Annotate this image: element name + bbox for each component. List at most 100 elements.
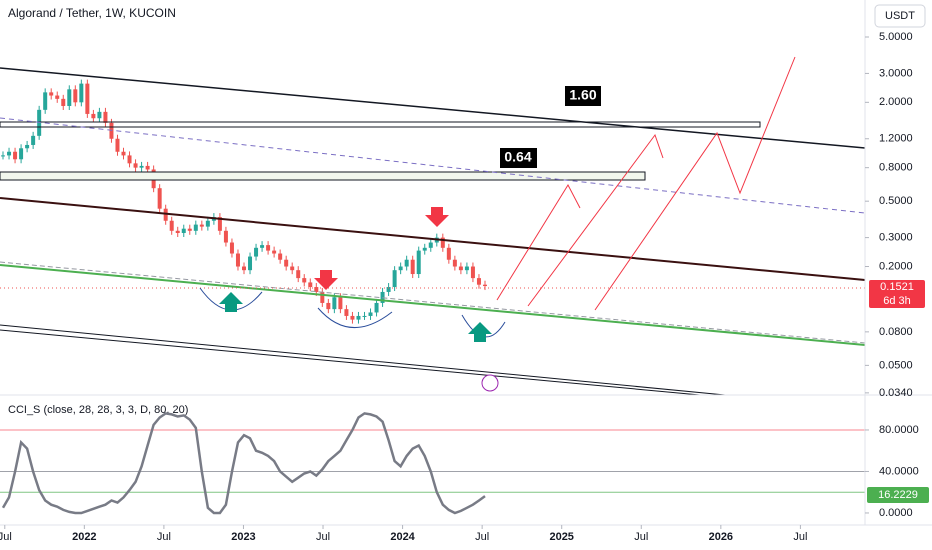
up-arrow bbox=[219, 292, 243, 312]
candle bbox=[290, 266, 295, 271]
x-tick-label: 2024 bbox=[390, 531, 415, 543]
candle bbox=[320, 291, 325, 303]
candle bbox=[187, 228, 192, 231]
y-tick-label: 2.0000 bbox=[879, 96, 913, 108]
candle bbox=[97, 111, 102, 119]
candle bbox=[223, 230, 228, 243]
candle bbox=[398, 266, 403, 271]
candle bbox=[19, 148, 24, 160]
candle bbox=[205, 220, 210, 227]
candle bbox=[157, 188, 162, 209]
cci-last: 16.2229 bbox=[878, 489, 918, 501]
currency-box[interactable] bbox=[874, 4, 926, 28]
candle bbox=[199, 224, 204, 227]
cci-line bbox=[1, 412, 486, 515]
candle bbox=[482, 284, 487, 287]
countdown: 6d 3h bbox=[883, 295, 911, 307]
x-tick-label: 2025 bbox=[549, 531, 573, 543]
candle bbox=[422, 247, 427, 251]
candle bbox=[326, 302, 331, 310]
candle bbox=[332, 297, 337, 310]
annotation: 0.64 bbox=[504, 149, 531, 165]
trend-line bbox=[0, 197, 866, 281]
price-box bbox=[869, 280, 925, 308]
y-tick-label: 0.3000 bbox=[879, 232, 913, 244]
candle bbox=[1, 155, 6, 157]
drawings bbox=[0, 0, 932, 526]
candle bbox=[428, 242, 433, 248]
candle bbox=[49, 92, 54, 96]
candle bbox=[344, 309, 349, 316]
candle bbox=[362, 315, 367, 317]
candle bbox=[133, 163, 138, 168]
candle bbox=[109, 122, 114, 139]
zone-box bbox=[0, 121, 761, 128]
last-price: 0.1521 bbox=[880, 281, 914, 293]
candle bbox=[452, 259, 457, 267]
x-tick-label: 2022 bbox=[72, 531, 96, 543]
candle bbox=[169, 220, 174, 231]
candle bbox=[242, 266, 246, 271]
candle bbox=[356, 315, 361, 320]
y-tick-label: 0.0000 bbox=[879, 507, 913, 519]
projection bbox=[527, 133, 664, 307]
candle bbox=[284, 259, 289, 267]
candle bbox=[217, 217, 222, 231]
trend-line bbox=[0, 67, 866, 149]
trend-line bbox=[0, 329, 701, 396]
candle bbox=[139, 165, 144, 168]
candle bbox=[440, 237, 445, 248]
candle bbox=[296, 270, 301, 279]
candle bbox=[67, 89, 72, 106]
y-tick-label: 80.0000 bbox=[879, 424, 919, 436]
y-tick-label: 0.0340 bbox=[879, 387, 913, 399]
arc bbox=[317, 307, 393, 328]
candle bbox=[386, 287, 391, 292]
cci-box bbox=[867, 487, 929, 503]
label-box bbox=[500, 148, 537, 168]
y-tick-label: 3.0000 bbox=[879, 67, 913, 79]
trend-line bbox=[0, 261, 866, 344]
y-tick-label: 1.2000 bbox=[879, 133, 913, 145]
candle bbox=[25, 144, 30, 149]
candle bbox=[260, 245, 265, 248]
candle bbox=[368, 312, 373, 316]
x-tick-label: Jul bbox=[316, 531, 330, 543]
candle bbox=[254, 247, 259, 257]
y-tick-label: 40.0000 bbox=[879, 465, 919, 477]
zone-box bbox=[0, 171, 646, 181]
candle bbox=[55, 95, 60, 99]
candle bbox=[61, 98, 66, 106]
candle bbox=[235, 253, 240, 267]
x-tick-label: 2023 bbox=[231, 531, 255, 543]
trend-line bbox=[0, 117, 866, 214]
candle bbox=[13, 151, 18, 160]
candle bbox=[314, 287, 319, 292]
event-icon[interactable] bbox=[481, 374, 499, 392]
candle bbox=[163, 208, 168, 221]
candle bbox=[350, 315, 355, 320]
candle bbox=[115, 138, 120, 152]
y-tick-label: 5.0000 bbox=[879, 31, 913, 43]
candle bbox=[145, 165, 150, 170]
candle bbox=[127, 155, 132, 164]
candle bbox=[266, 245, 271, 251]
candle bbox=[79, 83, 84, 103]
candle bbox=[416, 250, 421, 275]
y-tick-label: 0.5000 bbox=[879, 195, 913, 207]
candle bbox=[193, 224, 198, 231]
x-tick-label: 2026 bbox=[709, 531, 733, 543]
candle bbox=[31, 135, 36, 145]
candle bbox=[73, 89, 78, 103]
indicator-title: CCI_S (close, 28, 28, 3, 3, D, 80, 20) bbox=[8, 404, 188, 416]
candle bbox=[458, 266, 463, 271]
y-tick-label: 0.2000 bbox=[879, 260, 913, 272]
x-tick-label: Jul bbox=[793, 531, 807, 543]
candle bbox=[7, 151, 12, 156]
x-tick-label: Jul bbox=[475, 531, 489, 543]
candle bbox=[338, 297, 343, 310]
candle bbox=[103, 111, 108, 123]
candle bbox=[37, 109, 42, 136]
